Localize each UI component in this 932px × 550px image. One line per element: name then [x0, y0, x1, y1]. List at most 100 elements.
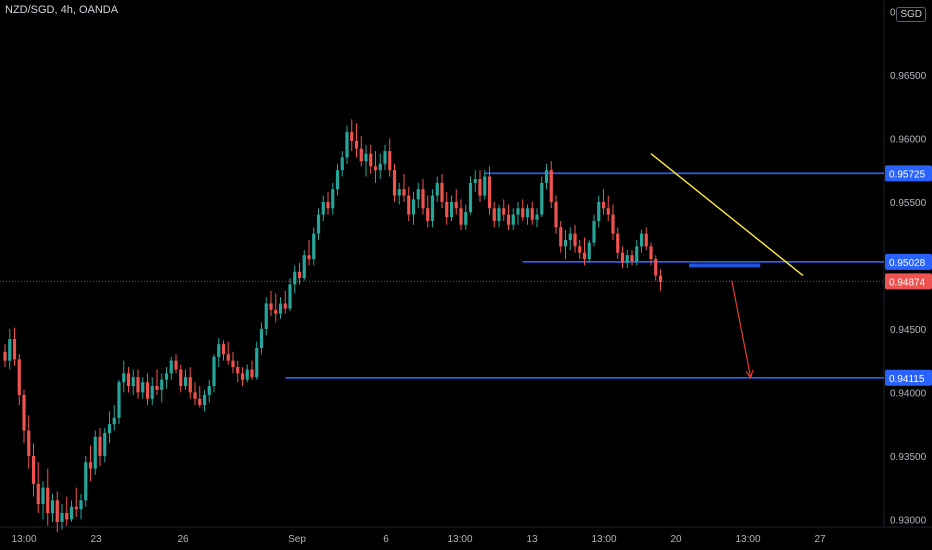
- candle-body: [568, 233, 572, 241]
- candle-body: [540, 182, 544, 215]
- candle-body: [402, 189, 406, 196]
- candle-body: [316, 214, 321, 234]
- currency-label[interactable]: SGD: [896, 7, 926, 22]
- candle-body: [46, 487, 50, 514]
- candle-body: [221, 344, 226, 355]
- candle-body: [620, 252, 625, 263]
- price-label-box: [885, 165, 932, 182]
- candle-body: [193, 392, 197, 399]
- candle-body: [131, 377, 135, 387]
- x-tick-label: 13:00: [447, 534, 472, 545]
- candle-body: [321, 201, 325, 215]
- candle-body: [236, 366, 240, 374]
- y-tick-label: 0.96000: [890, 134, 927, 145]
- candle-body: [8, 339, 12, 361]
- candle-body: [174, 360, 178, 370]
- candle-body: [240, 373, 245, 380]
- candle-body: [331, 189, 335, 209]
- candle-body: [160, 379, 164, 390]
- candle-body: [264, 303, 268, 329]
- grid-layer: [0, 0, 932, 528]
- candle-body: [122, 373, 126, 383]
- x-tick-label: 13:00: [11, 534, 36, 545]
- candle-body: [217, 344, 221, 357]
- y-tick-label: 0.95500: [890, 198, 927, 209]
- candle-body: [435, 182, 439, 196]
- x-tick-label: 13:00: [735, 534, 760, 545]
- candle-body: [440, 182, 444, 202]
- candle-body: [198, 398, 202, 406]
- candle-body: [302, 255, 306, 279]
- candle-body: [283, 303, 287, 309]
- candle-body: [549, 170, 553, 202]
- candle-body: [345, 132, 349, 158]
- candle-body: [3, 351, 7, 361]
- x-tick-label: 13:00: [591, 534, 616, 545]
- candle-body: [255, 347, 259, 378]
- drawings: [650, 153, 804, 380]
- candle-body: [625, 255, 629, 263]
- candle-body: [582, 252, 587, 260]
- candle-body: [658, 275, 663, 282]
- candle-body: [27, 430, 31, 456]
- candle-body: [274, 309, 278, 314]
- candle-body: [93, 436, 97, 469]
- price-label-box: [885, 369, 932, 386]
- x-tick-label: 26: [177, 534, 189, 545]
- candle-body: [136, 377, 140, 393]
- candle-body: [359, 148, 363, 162]
- candle-body: [155, 386, 159, 390]
- candle-body: [231, 360, 235, 367]
- candle-body: [126, 373, 131, 387]
- candle-body: [644, 233, 648, 247]
- candle-body: [212, 356, 216, 387]
- candle-body: [578, 246, 582, 253]
- candle-body: [597, 201, 601, 221]
- candle-body: [421, 189, 425, 209]
- candle-body: [378, 163, 382, 171]
- candle-body: [79, 500, 83, 510]
- candle-body: [50, 500, 55, 514]
- candle-body: [112, 417, 116, 425]
- candle-body: [535, 214, 539, 220]
- candle-body: [407, 195, 411, 215]
- candle-body: [411, 199, 416, 215]
- target-box: [689, 263, 761, 268]
- price-label: 0.95028: [889, 258, 926, 269]
- candle-body: [635, 246, 639, 262]
- x-tick-label: 13: [526, 534, 538, 545]
- x-tick-label: Sep: [288, 534, 306, 545]
- price-label-box: [885, 253, 932, 270]
- candle-body: [65, 513, 69, 520]
- candle-body: [587, 242, 591, 260]
- candle-body: [649, 246, 653, 260]
- candle-body: [245, 369, 249, 380]
- price-axis: 0.930000.935000.940000.945000.950000.955…: [885, 7, 932, 526]
- price-label: 0.95725: [889, 169, 926, 180]
- candle-body: [559, 227, 563, 247]
- y-tick-label: 0.94500: [890, 325, 927, 336]
- candle-body: [31, 455, 36, 484]
- candle-body: [487, 176, 492, 209]
- candle-body: [364, 153, 368, 162]
- candle-body: [459, 208, 463, 225]
- candle-body: [506, 214, 511, 225]
- candle-body: [449, 201, 454, 218]
- candle-body: [373, 166, 378, 171]
- candle-body: [492, 208, 496, 221]
- candle-body: [502, 208, 506, 215]
- candle-body: [141, 382, 145, 393]
- candle-body: [17, 359, 21, 395]
- price-label: 0.94115: [889, 374, 925, 385]
- candle-body: [183, 377, 188, 387]
- candle-body: [307, 255, 311, 260]
- y-tick-label: 0.94000: [890, 388, 927, 399]
- candle-body: [468, 182, 473, 213]
- candle-body: [202, 394, 207, 406]
- candle-body: [312, 233, 316, 260]
- x-tick-label: 27: [814, 534, 826, 545]
- x-tick-label: 6: [383, 534, 389, 545]
- projection-arrow-head: [745, 369, 754, 380]
- candle-body: [278, 303, 283, 314]
